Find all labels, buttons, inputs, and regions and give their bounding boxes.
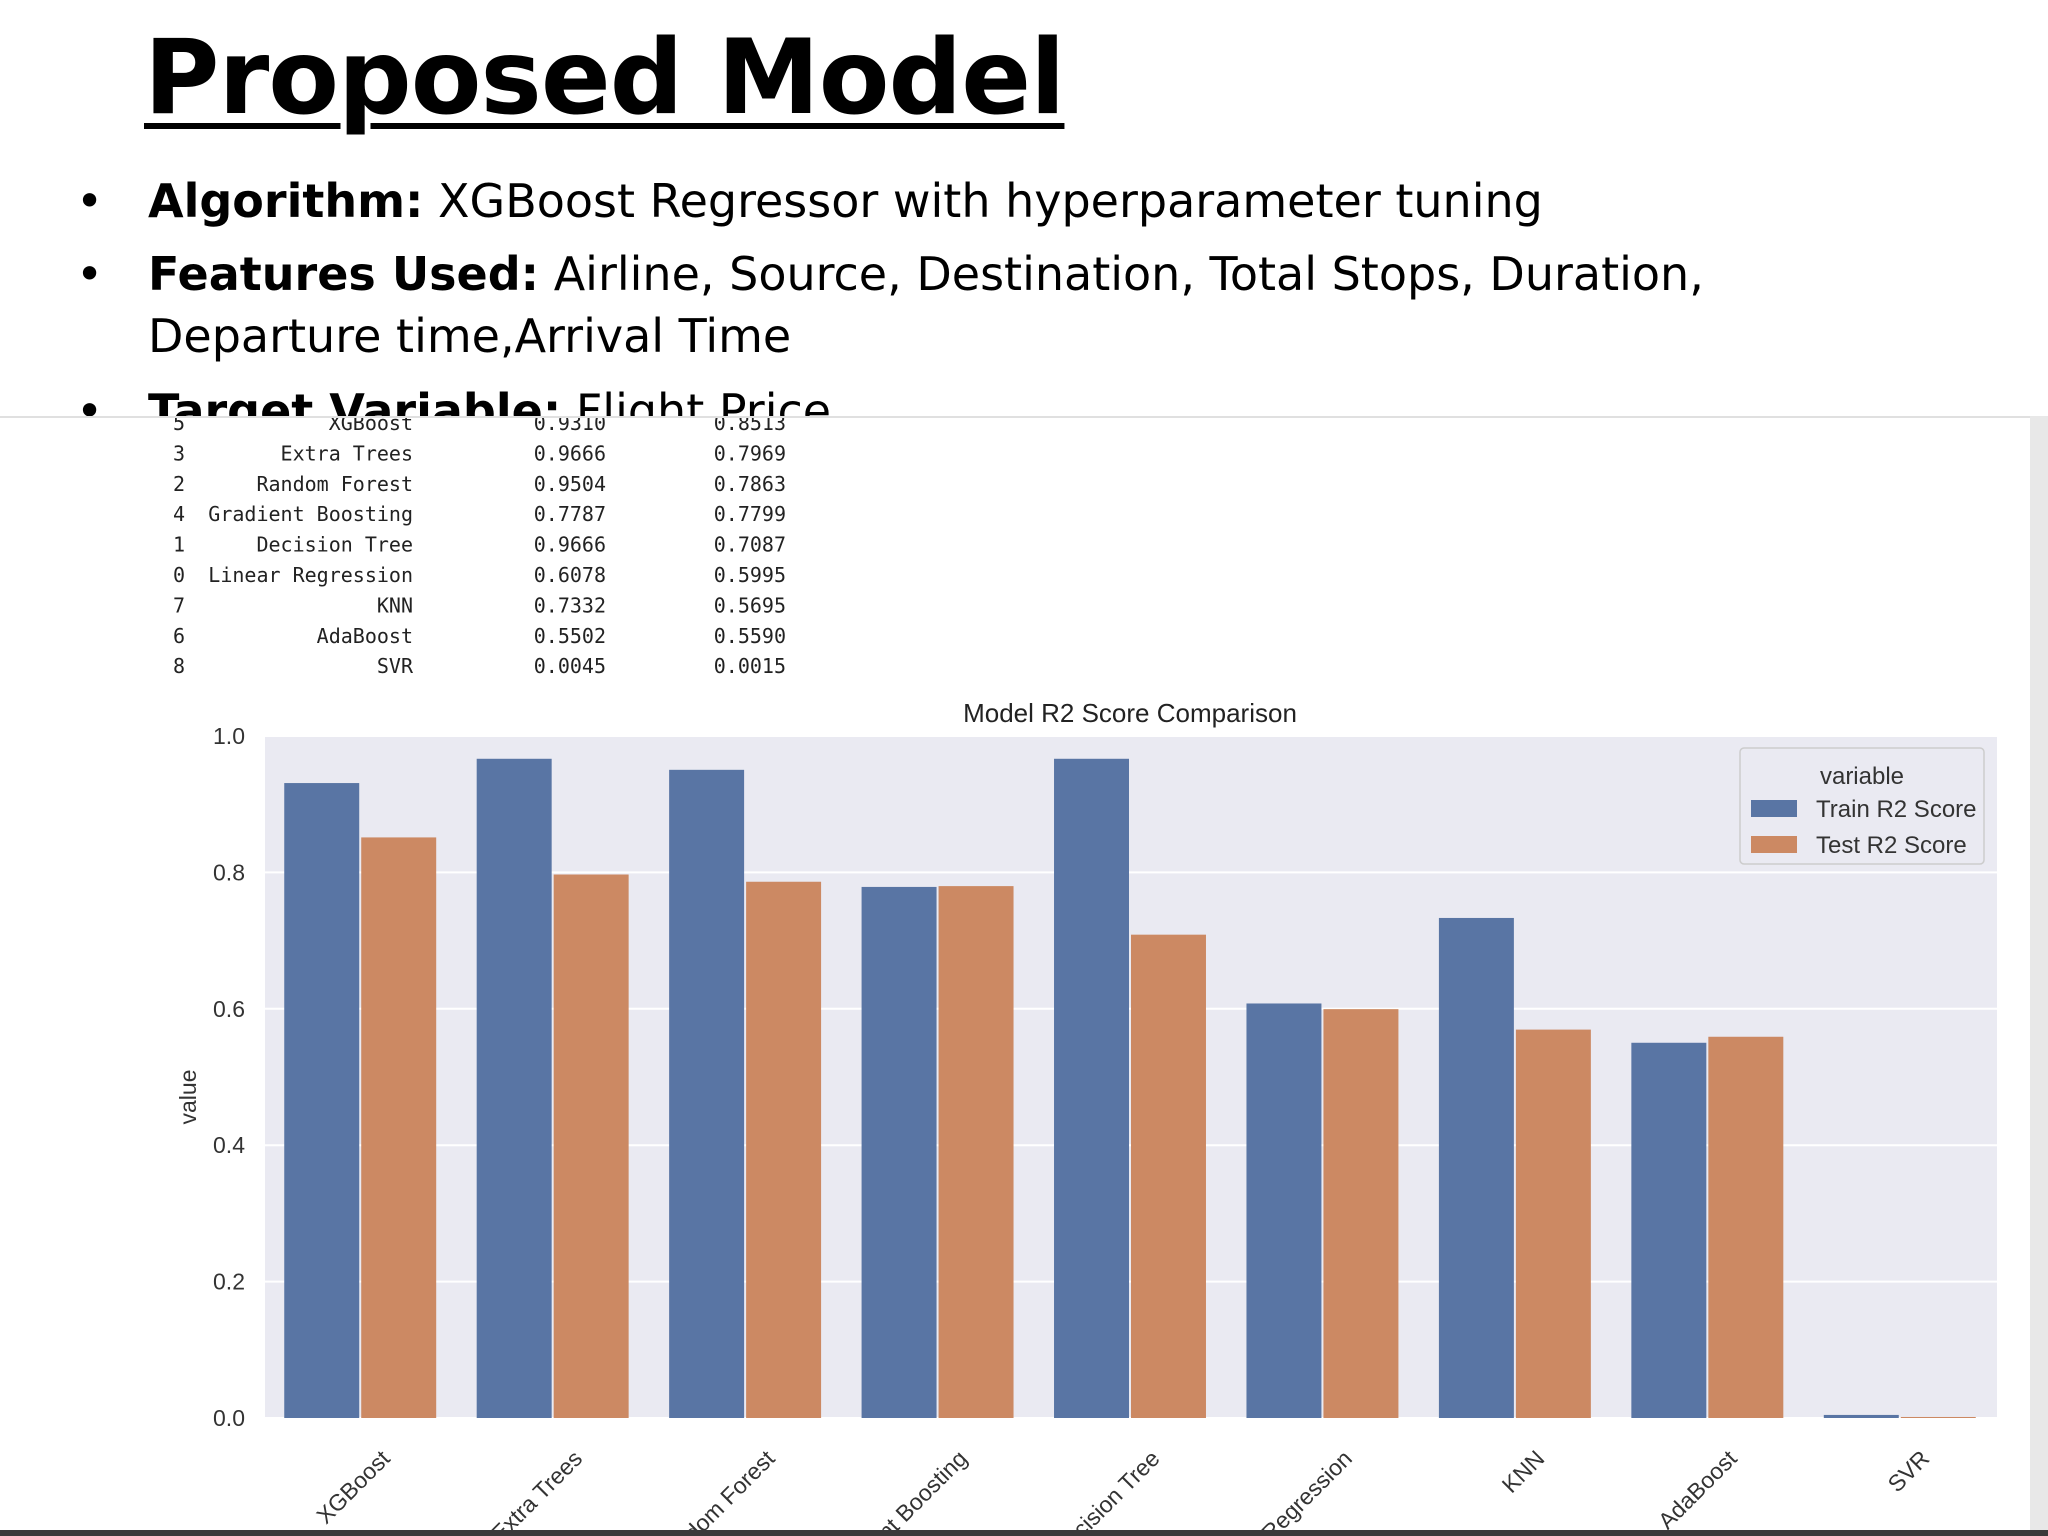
y-tick-label: 0.4 — [213, 1132, 245, 1158]
legend-title: variable — [1820, 763, 1904, 790]
table-index: 4 — [173, 502, 185, 526]
bar-train — [1246, 1003, 1322, 1418]
y-tick-label: 0.0 — [213, 1405, 245, 1431]
table-index: 3 — [173, 441, 185, 465]
table-index: 6 — [173, 624, 185, 648]
bar-train — [1438, 917, 1514, 1418]
table-model: KNN — [377, 593, 413, 617]
table-train: 0.7787 — [534, 502, 606, 526]
bar-train — [284, 783, 360, 1418]
x-tick-label: KNN — [1497, 1445, 1550, 1498]
bullet-dot: • — [76, 247, 104, 301]
table-test: 0.5695 — [714, 593, 786, 617]
table-model: SVR — [377, 654, 414, 678]
bullet-label: Algorithm: — [148, 174, 424, 228]
bar-train — [1054, 758, 1129, 1418]
bar-test — [1708, 1036, 1784, 1418]
bar-test — [1323, 1009, 1399, 1418]
table-model: XGBoost — [329, 418, 413, 435]
table-index: 7 — [173, 593, 185, 617]
chart-svg: 5 XGBoost 0.9310 0.8513 3 Extra Trees 0.9666 0.… — [173, 418, 1997, 1536]
bar-train — [861, 886, 937, 1418]
bar-test — [746, 881, 822, 1418]
slide-title: Proposed Model — [144, 18, 1065, 138]
y-tick-label: 0.2 — [213, 1269, 245, 1295]
bar-test — [938, 886, 1014, 1418]
legend-swatch — [1751, 836, 1797, 853]
table-model: Random Forest — [256, 472, 413, 496]
screenshot-panel: 5 XGBoost 0.9310 0.8513 3 Extra Trees 0.9666 0.… — [0, 416, 2032, 1536]
bar-test — [1131, 934, 1206, 1418]
table-index: 0 — [173, 563, 185, 587]
bullet-dot: • — [76, 174, 104, 228]
bar-test — [1900, 1416, 1976, 1418]
chart-title: Model R2 Score Comparison — [963, 698, 1297, 728]
table-train: 0.0045 — [534, 654, 606, 678]
bar-test — [553, 874, 629, 1418]
table-model: Extra Trees — [281, 441, 413, 465]
y-axis-label: value — [175, 1070, 201, 1125]
table-train: 0.9504 — [534, 472, 606, 496]
table-train: 0.6078 — [534, 563, 606, 587]
table-model: Linear Regression — [208, 563, 413, 587]
table-model: AdaBoost — [317, 624, 413, 648]
table-test: 0.5995 — [714, 563, 786, 587]
table-index: 8 — [173, 654, 185, 678]
table-test: 0.7863 — [714, 472, 786, 496]
table-train: 0.9666 — [534, 441, 606, 465]
legend-label: Test R2 Score — [1816, 832, 1967, 859]
table-index: 5 — [173, 418, 185, 435]
embedded-screenshot: 5 XGBoost 0.9310 0.8513 3 Extra Trees 0.9666 0.… — [0, 416, 2048, 1536]
y-tick-label: 0.8 — [213, 859, 245, 885]
x-tick-label: SVR — [1882, 1445, 1934, 1497]
table-train: 0.9310 — [534, 418, 606, 435]
table-index: 2 — [173, 472, 185, 496]
bullet-text: Airline, Source, Destination, Total Stop… — [148, 247, 1704, 363]
x-tick-label: Extra Trees — [486, 1445, 588, 1536]
table-test: 0.8513 — [714, 418, 786, 435]
table-index: 1 — [173, 533, 185, 557]
bar-train — [1823, 1414, 1899, 1418]
table-model: Gradient Boosting — [208, 502, 413, 526]
bullet-text: XGBoost Regressor with hyperparameter tu… — [423, 174, 1543, 228]
table-model: Decision Tree — [256, 533, 413, 557]
table-test: 0.5590 — [714, 624, 786, 648]
table-test: 0.7087 — [714, 533, 786, 557]
bar-test — [1515, 1029, 1591, 1418]
x-tick-label: XGBoost — [311, 1445, 395, 1529]
bullet-label: Features Used: — [148, 247, 540, 301]
table-test: 0.7969 — [714, 441, 786, 465]
bar-train — [1631, 1042, 1707, 1418]
legend-label: Train R2 Score — [1816, 796, 1977, 823]
legend-box — [1739, 747, 1985, 865]
bottom-edge-bar — [0, 1530, 2048, 1536]
y-tick-label: 0.6 — [213, 996, 245, 1022]
x-tick-label: Linear Regression — [1207, 1445, 1357, 1536]
table-test: 0.0015 — [714, 654, 786, 678]
x-tick-label: AdaBoost — [1653, 1445, 1742, 1534]
bar-train — [669, 769, 745, 1418]
x-tick-label: Decision Tree — [1047, 1445, 1165, 1536]
x-tick-label: Gradient Boosting — [824, 1445, 973, 1536]
scroll-edge — [2030, 416, 2048, 1536]
bar-train — [476, 758, 552, 1418]
table-test: 0.7799 — [714, 502, 786, 526]
x-tick-label: Random Forest — [649, 1445, 780, 1536]
table-train: 0.9666 — [534, 533, 606, 557]
y-tick-label: 1.0 — [213, 723, 245, 749]
legend-swatch — [1751, 800, 1797, 817]
bar-test — [361, 837, 437, 1418]
table-train: 0.7332 — [534, 593, 606, 617]
table-train: 0.5502 — [534, 624, 606, 648]
